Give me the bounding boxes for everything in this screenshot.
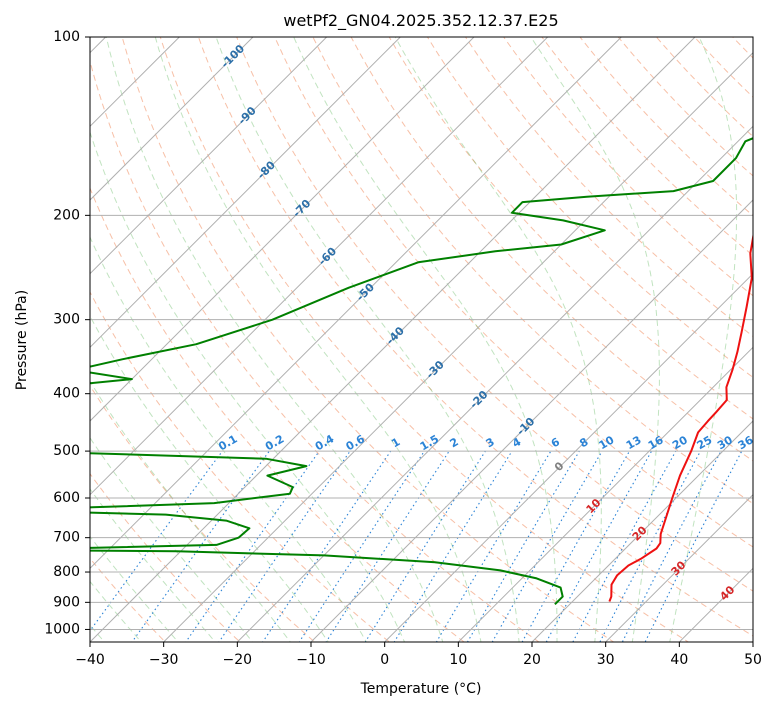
mixing-ratio-line [185, 450, 320, 642]
y-axis-label: Pressure (hPa) [14, 290, 30, 390]
isotherm-line [90, 37, 622, 570]
isotherm-line [90, 37, 696, 642]
isotherm-line [310, 199, 753, 642]
dry-adiabat [159, 37, 690, 642]
dry-adiabat [541, 37, 753, 257]
moist-adiabat [293, 37, 558, 642]
y-tick-label: 700 [53, 530, 80, 546]
dry-adiabat [350, 37, 753, 462]
dry-adiabat [90, 186, 465, 642]
mixing-ratio-line [621, 450, 722, 642]
isotherm-line [90, 37, 328, 275]
temperature-trace [608, 231, 753, 602]
mixing-ratio-line [262, 450, 392, 642]
x-axis-label: Temperature (°C) [360, 681, 482, 697]
moist-adiabat [530, 37, 660, 642]
dry-adiabat [236, 37, 753, 592]
x-tick-label: 50 [744, 652, 762, 668]
dry-adiabat [121, 37, 615, 642]
dry-adiabat [90, 384, 316, 642]
x-tick-label: −10 [296, 652, 326, 668]
mixing-ratio-label: 36 [736, 433, 756, 452]
isotherm-line [163, 51, 753, 642]
dry-adiabat [617, 37, 753, 177]
dry-adiabat [388, 37, 753, 420]
isotherm-line [384, 272, 753, 642]
moist-adiabat [669, 37, 738, 642]
mixing-ratio-line [521, 450, 630, 642]
plot-frame [89, 36, 754, 643]
moist-adiabat [154, 37, 482, 642]
dry-adiabat [426, 37, 753, 378]
moist-adiabat [215, 37, 520, 642]
x-tick-label: −30 [149, 652, 179, 668]
x-tick-label: −40 [75, 652, 105, 668]
mixing-ratio-line [393, 450, 513, 642]
x-tick-label: 0 [380, 652, 389, 668]
mixing-ratio-line [131, 450, 270, 642]
x-tick-label: 30 [597, 652, 615, 668]
x-tick-label: −20 [223, 652, 253, 668]
dry-adiabat [503, 37, 753, 297]
y-tick-label: 100 [53, 29, 80, 45]
y-tick-label: 1000 [44, 621, 80, 637]
dry-adiabat [579, 37, 753, 217]
isotherm-line [236, 125, 753, 642]
dry-adiabat [312, 37, 753, 505]
mixing-ratio-line [466, 450, 580, 642]
mixing-ratio-line [364, 450, 486, 642]
mixing-ratio-line [218, 450, 351, 642]
mixing-ratio-line [491, 450, 603, 642]
chart-title: wetPf2_GN04.2025.352.12.37.E25 [283, 11, 558, 31]
y-tick-label: 300 [53, 312, 80, 328]
isotherm-line [457, 346, 753, 642]
y-tick-label: 800 [53, 564, 80, 580]
moist-adiabat [90, 314, 329, 642]
mixing-ratio-line [435, 450, 552, 642]
y-tick-label: 200 [53, 207, 80, 223]
isotherm-line [605, 493, 753, 642]
dewpoint-trace [90, 137, 753, 606]
x-tick-label: 20 [523, 652, 541, 668]
isotherm-line [531, 420, 753, 642]
axes: −40 −30 −20 −10 0 10 20 30 40 50 1000 900 800 700 600 5… [44, 29, 762, 668]
isotherm-line [90, 37, 401, 349]
mixing-ratio-line [644, 450, 743, 642]
y-tick-label: 600 [53, 490, 80, 506]
isotherm-line [90, 37, 475, 422]
x-tick-label: 10 [449, 652, 467, 668]
x-tick-label: 40 [670, 652, 688, 668]
y-tick-label: 500 [53, 443, 80, 459]
isotherm-line [90, 37, 549, 496]
y-tick-label: 900 [53, 594, 80, 610]
dry-adiabat [197, 37, 753, 637]
moist-adiabat [394, 37, 602, 642]
moist-adiabat [90, 580, 142, 642]
isotherm-line [90, 37, 254, 201]
dry-adiabat [90, 59, 540, 642]
mixing-ratio-line [90, 450, 223, 632]
y-tick-label: 400 [53, 386, 80, 402]
